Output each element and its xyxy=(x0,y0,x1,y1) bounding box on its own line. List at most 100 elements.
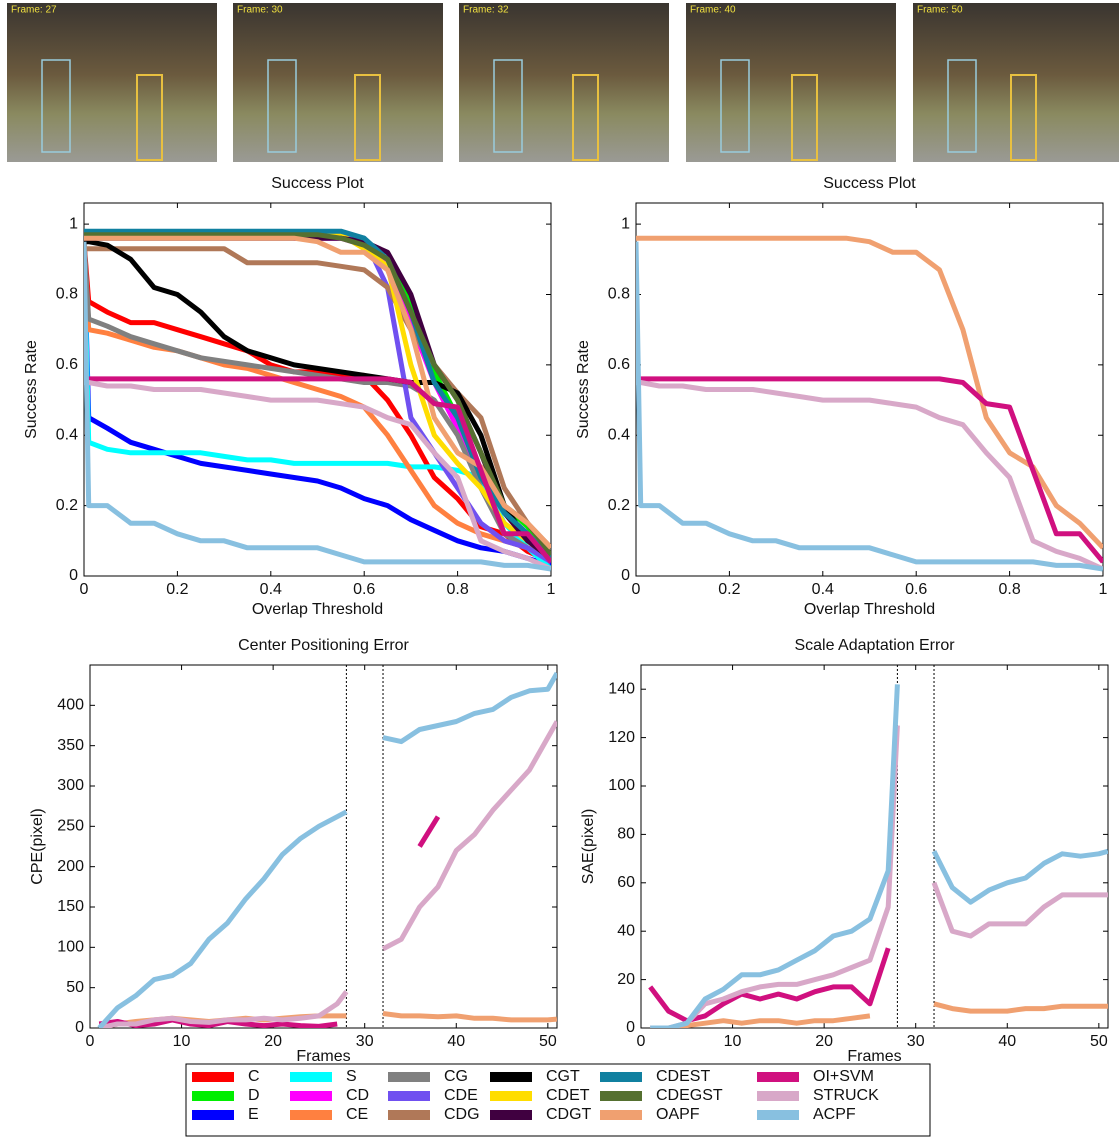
frame-label: Frame: 27 xyxy=(11,5,57,16)
x-tick-label: 1 xyxy=(547,581,556,598)
frame-label: Frame: 50 xyxy=(917,5,963,16)
x-tick-label: 30 xyxy=(907,1033,925,1050)
series-line xyxy=(84,241,551,572)
y-tick-label: 1 xyxy=(69,215,78,232)
legend-label: CDE xyxy=(444,1087,478,1104)
frame-box xyxy=(354,74,381,161)
legend-label: CDGT xyxy=(546,1106,592,1123)
frame-box xyxy=(791,74,818,161)
chart-title: Success Plot xyxy=(823,175,916,192)
frame-box xyxy=(136,74,163,161)
chart-title: Success Plot xyxy=(271,175,364,192)
legend-swatch xyxy=(192,1110,234,1120)
x-tick-label: 0.6 xyxy=(353,581,375,598)
legend-swatch xyxy=(490,1072,532,1082)
legend-swatch xyxy=(388,1072,430,1082)
legend-swatch xyxy=(290,1091,332,1101)
frame-box xyxy=(947,59,977,153)
x-tick-label: 0.4 xyxy=(812,581,834,598)
legend-label: OAPF xyxy=(656,1106,700,1123)
y-tick-label: 200 xyxy=(57,858,84,875)
legend-swatch xyxy=(757,1110,799,1120)
series-line xyxy=(84,241,551,568)
y-tick-label: 20 xyxy=(617,971,635,988)
legend-label: CDG xyxy=(444,1106,480,1123)
x-tick-label: 30 xyxy=(356,1033,374,1050)
legend-swatch xyxy=(290,1072,332,1082)
frame-label: Frame: 40 xyxy=(690,5,736,16)
series-line xyxy=(84,380,551,572)
x-tick-label: 0.4 xyxy=(260,581,282,598)
legend-label: C xyxy=(248,1068,260,1085)
frame-label: Frame: 30 xyxy=(237,5,283,16)
y-tick-label: 100 xyxy=(57,939,84,956)
y-tick-label: 0 xyxy=(621,567,630,584)
y-tick-label: 60 xyxy=(617,874,635,891)
series-line xyxy=(84,228,551,561)
y-tick-label: 40 xyxy=(617,922,635,939)
y-tick-label: 0.4 xyxy=(608,426,630,443)
y-axis-label: Success Rate xyxy=(23,340,40,439)
y-tick-label: 0.6 xyxy=(56,356,78,373)
legend-swatch xyxy=(757,1072,799,1082)
y-tick-label: 100 xyxy=(608,777,635,794)
series-line xyxy=(97,671,557,1028)
series-line xyxy=(84,246,551,550)
frame-box xyxy=(267,59,297,153)
legend-label: CD xyxy=(346,1087,369,1104)
legend-label: CGT xyxy=(546,1068,580,1085)
x-tick-label: 0 xyxy=(637,1033,646,1050)
x-axis-label: Frames xyxy=(296,1048,350,1065)
y-tick-label: 250 xyxy=(57,818,84,835)
x-tick-label: 10 xyxy=(173,1033,191,1050)
series-line xyxy=(84,235,551,550)
legend-swatch xyxy=(490,1091,532,1101)
series-line xyxy=(84,232,551,557)
x-tick-label: 10 xyxy=(724,1033,742,1050)
y-tick-label: 0 xyxy=(626,1019,635,1036)
plot-area xyxy=(640,664,1109,1029)
x-tick-label: 0 xyxy=(632,581,641,598)
legend-swatch xyxy=(600,1091,642,1101)
x-tick-label: 1 xyxy=(1099,581,1108,598)
legend-label: D xyxy=(248,1087,260,1104)
legend-swatch xyxy=(388,1091,430,1101)
chart-title: Center Positioning Error xyxy=(238,637,409,654)
y-tick-label: 0.4 xyxy=(56,426,78,443)
frame-box xyxy=(41,59,71,153)
x-tick-label: 40 xyxy=(447,1033,465,1050)
series-line xyxy=(636,376,1103,564)
series-line xyxy=(636,235,1103,550)
frame-box xyxy=(720,59,750,153)
y-tick-label: 0.8 xyxy=(608,286,630,303)
frame-box xyxy=(1010,74,1037,161)
x-tick-label: 50 xyxy=(539,1033,557,1050)
y-tick-label: 0.2 xyxy=(608,497,630,514)
x-tick-label: 40 xyxy=(998,1033,1016,1050)
legend-label: CG xyxy=(444,1068,468,1085)
x-tick-label: 50 xyxy=(1090,1033,1108,1050)
x-tick-label: 0 xyxy=(86,1033,95,1050)
x-tick-label: 0 xyxy=(80,581,89,598)
series-line xyxy=(98,720,557,1028)
plot-area xyxy=(89,664,558,1029)
legend-swatch xyxy=(388,1110,430,1120)
series-line xyxy=(650,684,1108,1028)
legend-label: CDET xyxy=(546,1087,590,1104)
frame-image xyxy=(913,3,1119,162)
y-tick-label: 0 xyxy=(75,1019,84,1036)
x-axis-label: Overlap Threshold xyxy=(804,601,935,618)
y-axis-label: CPE(pixel) xyxy=(29,808,46,884)
x-axis-label: Frames xyxy=(847,1048,901,1065)
series-line xyxy=(84,376,551,564)
y-tick-label: 140 xyxy=(608,680,635,697)
y-tick-label: 400 xyxy=(57,697,84,714)
chart-title: Scale Adaptation Error xyxy=(794,637,955,654)
legend-swatch xyxy=(490,1110,532,1120)
frame-box xyxy=(572,74,599,161)
legend-swatch xyxy=(600,1110,642,1120)
y-tick-label: 150 xyxy=(57,898,84,915)
series-line xyxy=(636,241,1103,572)
legend-label: S xyxy=(346,1068,357,1085)
